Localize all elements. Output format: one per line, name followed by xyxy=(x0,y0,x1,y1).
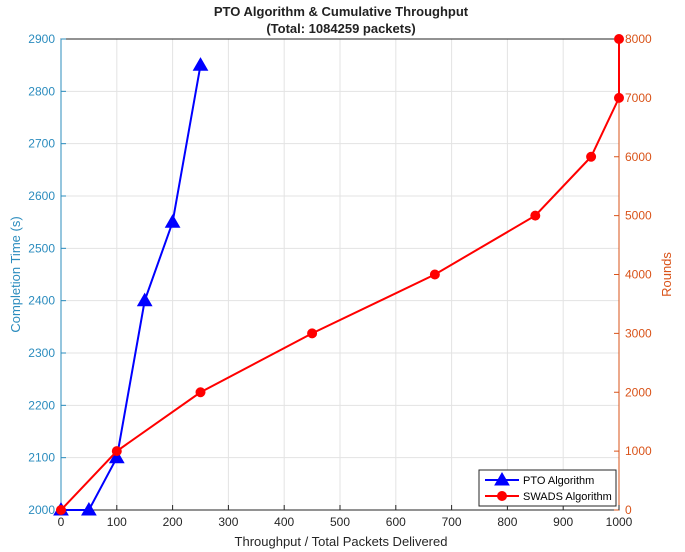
triangle-marker xyxy=(164,214,181,228)
left-tick-label: 2900 xyxy=(28,32,55,46)
chart-subtitle: (Total: 1084259 packets) xyxy=(266,21,415,36)
x-tick-label: 600 xyxy=(386,515,406,529)
x-tick-label: 800 xyxy=(497,515,517,529)
x-axis: 0 100 200 300 400 500 600 700 800 900 1000 xyxy=(58,505,633,529)
right-tick-label: 0 xyxy=(625,503,632,517)
left-tick-label: 2400 xyxy=(28,294,55,308)
chart-title: PTO Algorithm & Cumulative Throughput xyxy=(214,4,469,19)
left-tick-label: 2500 xyxy=(28,241,55,255)
circle-marker xyxy=(530,210,541,221)
left-tick-label: 2600 xyxy=(28,189,55,203)
right-tick-label: 7000 xyxy=(625,91,652,105)
legend: PTO Algorithm SWADS Algorithm xyxy=(478,469,617,507)
legend-label: SWADS Algorithm xyxy=(523,491,612,503)
right-tick-label: 4000 xyxy=(625,268,652,282)
x-tick-label: 100 xyxy=(107,515,127,529)
left-axis-label: Completion Time (s) xyxy=(8,216,23,332)
left-tick-label: 2700 xyxy=(28,137,55,151)
circle-marker xyxy=(307,328,318,339)
series-layer xyxy=(53,34,624,516)
left-tick-label: 2300 xyxy=(28,346,55,360)
right-tick-label: 1000 xyxy=(625,444,652,458)
left-tick-label: 2800 xyxy=(28,84,55,98)
legend-label: PTO Algorithm xyxy=(523,475,594,487)
circle-marker xyxy=(111,446,122,457)
circle-marker xyxy=(614,34,624,44)
triangle-marker xyxy=(494,472,510,486)
x-tick-label: 0 xyxy=(58,515,65,529)
legend-item: SWADS Algorithm xyxy=(485,491,612,503)
triangle-marker xyxy=(81,502,97,516)
x-axis-label: Throughput / Total Packets Delivered xyxy=(235,534,448,549)
right-tick-label: 6000 xyxy=(625,150,652,164)
x-tick-label: 400 xyxy=(274,515,294,529)
left-tick-label: 2000 xyxy=(28,503,55,517)
left-tick-label: 2100 xyxy=(28,451,55,465)
x-tick-label: 200 xyxy=(163,515,183,529)
right-tick-label: 5000 xyxy=(625,209,652,223)
series-1 xyxy=(56,34,624,515)
triangle-marker xyxy=(136,292,153,307)
right-axis: 0 1000 2000 3000 4000 5000 6000 7000 8000 xyxy=(614,32,652,517)
triangle-marker xyxy=(192,57,209,71)
x-tick-label: 1000 xyxy=(606,515,633,529)
circle-marker xyxy=(586,151,597,162)
circle-marker xyxy=(56,505,66,515)
x-tick-label: 900 xyxy=(553,515,573,529)
right-tick-label: 8000 xyxy=(625,32,652,46)
circle-marker xyxy=(195,387,206,398)
legend-item: PTO Algorithm xyxy=(485,472,594,487)
left-tick-label: 2200 xyxy=(28,398,55,412)
series-line xyxy=(61,64,202,511)
x-tick-label: 500 xyxy=(330,515,350,529)
x-tick-label: 300 xyxy=(218,515,238,529)
circle-marker xyxy=(497,491,507,501)
triangle-marker xyxy=(108,449,125,464)
circle-marker xyxy=(429,269,440,280)
right-axis-label: Rounds xyxy=(659,252,674,297)
circle-marker xyxy=(614,92,624,103)
right-tick-label: 3000 xyxy=(625,326,652,340)
x-tick-label: 700 xyxy=(442,515,462,529)
right-tick-label: 2000 xyxy=(625,385,652,399)
